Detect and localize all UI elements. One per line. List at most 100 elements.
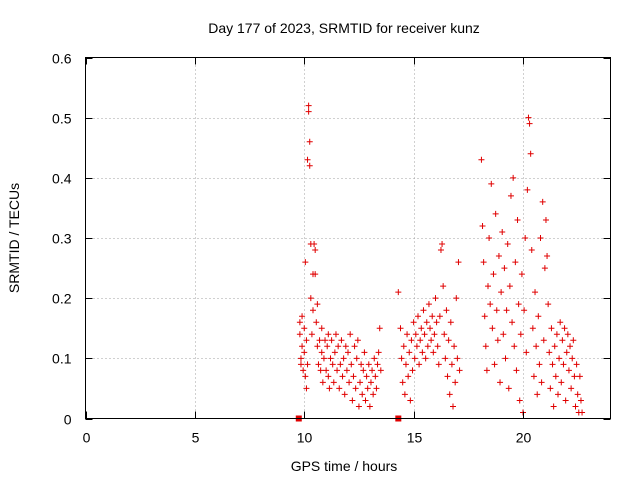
data-point — [374, 361, 381, 368]
data-point — [323, 367, 330, 374]
y-axis-label: SRMTID / TECUs — [6, 183, 22, 293]
axis-ticks: 0 5 10 15 20 0 0.1 0.2 0.3 0.4 0.5 0.6 — [52, 51, 611, 446]
x-tick-label: 15 — [407, 430, 423, 446]
data-point — [367, 379, 374, 386]
data-point — [409, 367, 416, 374]
data-point — [430, 349, 437, 356]
data-point — [314, 343, 321, 350]
x-tick-label: 10 — [297, 430, 313, 446]
data-point — [305, 102, 312, 109]
data-point — [314, 301, 321, 308]
data-point — [395, 289, 402, 296]
data-point — [352, 385, 359, 392]
data-point — [505, 385, 512, 392]
data-point — [357, 379, 364, 386]
data-point — [522, 235, 529, 241]
y-tick-label: 0.5 — [52, 111, 72, 127]
data-point — [561, 325, 568, 332]
data-point — [487, 301, 494, 308]
data-point — [304, 361, 311, 368]
x-tick-label: 5 — [192, 430, 200, 446]
data-point — [442, 355, 449, 362]
data-point — [297, 361, 304, 368]
data-point — [497, 379, 504, 386]
grid — [85, 57, 611, 419]
data-point — [503, 307, 510, 314]
data-point — [536, 361, 543, 368]
data-point — [410, 319, 417, 326]
data-point — [296, 319, 303, 326]
data-point — [372, 373, 379, 380]
data-point — [478, 156, 485, 163]
data-point — [351, 343, 358, 350]
data-point — [319, 379, 326, 386]
data-point — [406, 349, 413, 356]
data-point — [489, 325, 496, 332]
data-point — [428, 337, 435, 344]
data-point — [297, 355, 304, 362]
data-point — [361, 349, 368, 356]
data-point — [480, 259, 487, 266]
data-point — [318, 349, 325, 356]
data-point — [557, 319, 564, 326]
data-point — [332, 331, 339, 338]
data-point — [569, 355, 576, 362]
data-point — [340, 355, 347, 362]
plot-frame — [85, 57, 611, 419]
data-point — [420, 307, 427, 314]
chart-title: Day 177 of 2023, SRMTID for receiver kun… — [208, 20, 480, 36]
data-point — [413, 343, 420, 350]
data-point — [336, 385, 343, 392]
y-tick-label: 0 — [64, 412, 72, 428]
data-point — [453, 295, 460, 302]
data-point — [500, 331, 507, 338]
data-point — [532, 289, 539, 296]
data-point — [311, 241, 318, 248]
data-point — [445, 337, 452, 344]
data-point — [320, 355, 327, 362]
data-point — [534, 391, 541, 398]
data-point — [538, 379, 545, 386]
data-point — [364, 385, 371, 392]
data-point — [416, 361, 423, 368]
data-point — [440, 283, 447, 290]
data-point — [547, 385, 554, 392]
data-point — [529, 325, 536, 332]
data-point — [304, 156, 311, 163]
data-point — [545, 301, 552, 308]
data-point — [306, 138, 313, 145]
data-point — [517, 331, 524, 338]
y-tick-label: 0.3 — [52, 231, 72, 247]
data-point — [371, 355, 378, 362]
data-point — [431, 331, 438, 338]
data-point — [525, 114, 532, 121]
data-point — [427, 325, 434, 332]
data-point — [444, 373, 451, 380]
data-point — [448, 361, 455, 368]
data-point — [479, 222, 486, 229]
data-point — [549, 361, 556, 368]
data-point — [488, 180, 495, 187]
data-point — [376, 325, 383, 332]
data-point — [504, 241, 511, 248]
data-point — [482, 343, 489, 350]
data-point — [301, 325, 308, 332]
data-point — [360, 367, 367, 374]
y-tick-label: 0.1 — [52, 351, 72, 367]
data-point — [366, 403, 373, 410]
data-point — [454, 355, 461, 362]
data-point — [441, 331, 448, 338]
y-tick-label: 0.4 — [52, 171, 72, 187]
data-point — [443, 307, 450, 314]
data-point — [405, 373, 412, 380]
data-point — [401, 391, 408, 398]
data-point — [553, 331, 560, 338]
data-point — [556, 355, 563, 362]
data-point — [437, 247, 444, 254]
y-tick-label: 0.2 — [52, 291, 72, 307]
data-point — [565, 367, 572, 374]
data-point — [423, 319, 430, 326]
data-point — [373, 385, 380, 392]
